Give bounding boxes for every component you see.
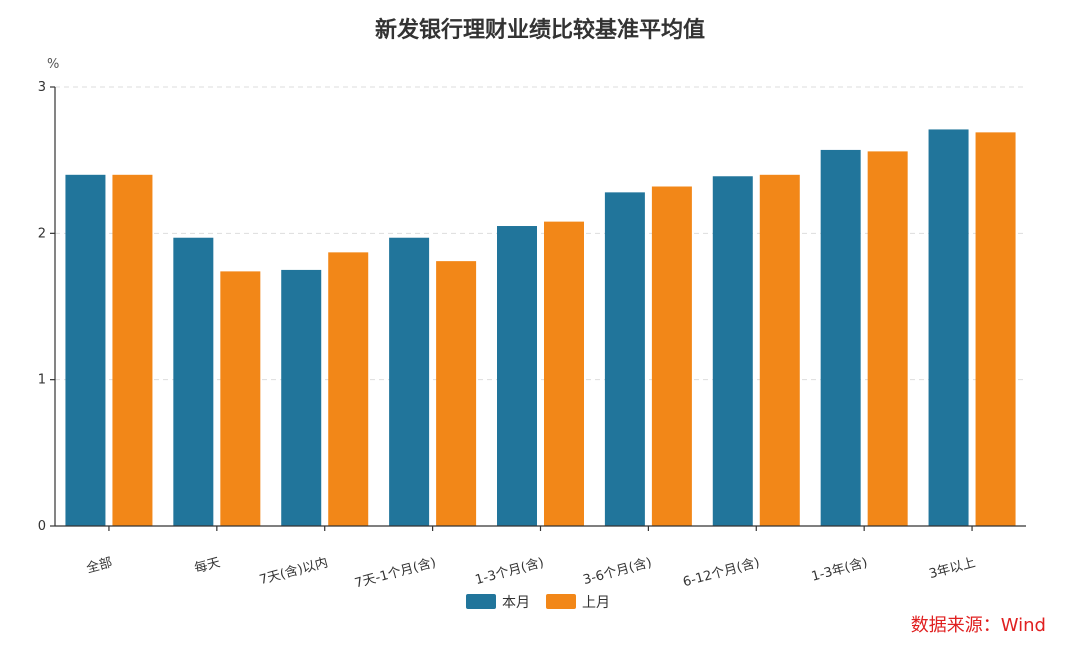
x-tick-label: 7天(含)以内	[258, 554, 330, 588]
bar-previous-month	[544, 221, 584, 527]
bar-current-month	[65, 174, 106, 527]
legend-swatch	[466, 594, 496, 609]
bar-current-month	[928, 129, 969, 527]
y-tick-label: 1	[38, 373, 46, 388]
y-axis-unit-label: %	[47, 57, 59, 72]
bar-current-month	[712, 176, 753, 526]
y-tick-label: 2	[38, 226, 46, 241]
legend-swatch	[546, 594, 576, 609]
x-tick-label: 7天-1个月(含)	[353, 554, 438, 591]
x-axis-ticks: 全部 每天 7天(含)以内 7天-1个月(含) 1-3个月(含) 3-6个月(含) 6-12…	[85, 526, 977, 591]
legend-label: 本月	[502, 595, 530, 611]
bar-previous-month	[867, 151, 908, 527]
y-tick-label: 0	[38, 519, 46, 534]
bar-current-month	[173, 237, 214, 526]
y-tick-label: 3	[38, 80, 46, 95]
bars	[65, 129, 1016, 527]
bar-current-month	[604, 192, 645, 527]
x-tick-label: 每天	[193, 554, 222, 576]
bar-current-month	[820, 149, 861, 526]
bar-previous-month	[436, 261, 477, 526]
bar-previous-month	[651, 186, 692, 527]
bar-previous-month	[220, 271, 261, 526]
bar-previous-month	[975, 132, 1016, 526]
legend-label: 上月	[582, 595, 610, 611]
bar-current-month	[497, 226, 537, 526]
x-tick-label: 1-3年(含)	[810, 554, 870, 584]
x-tick-label: 6-12个月(含)	[681, 554, 761, 590]
x-tick-label: 3年以上	[928, 555, 978, 582]
bar-current-month	[389, 237, 430, 526]
bar-current-month	[281, 269, 322, 526]
bar-previous-month	[328, 252, 369, 526]
legend: 本月 上月	[466, 594, 610, 611]
x-tick-label: 1-3个月(含)	[473, 554, 545, 588]
bar-previous-month	[112, 174, 153, 527]
bar-previous-month	[759, 174, 800, 527]
y-axis-ticks: 0 1 2 3	[38, 80, 55, 534]
x-tick-label: 3-6个月(含)	[581, 554, 653, 588]
x-tick-label: 全部	[85, 554, 114, 576]
chart-title: 新发银行理财业绩比较基准平均值	[375, 17, 705, 43]
source-note: 数据来源：Wind	[911, 615, 1046, 636]
